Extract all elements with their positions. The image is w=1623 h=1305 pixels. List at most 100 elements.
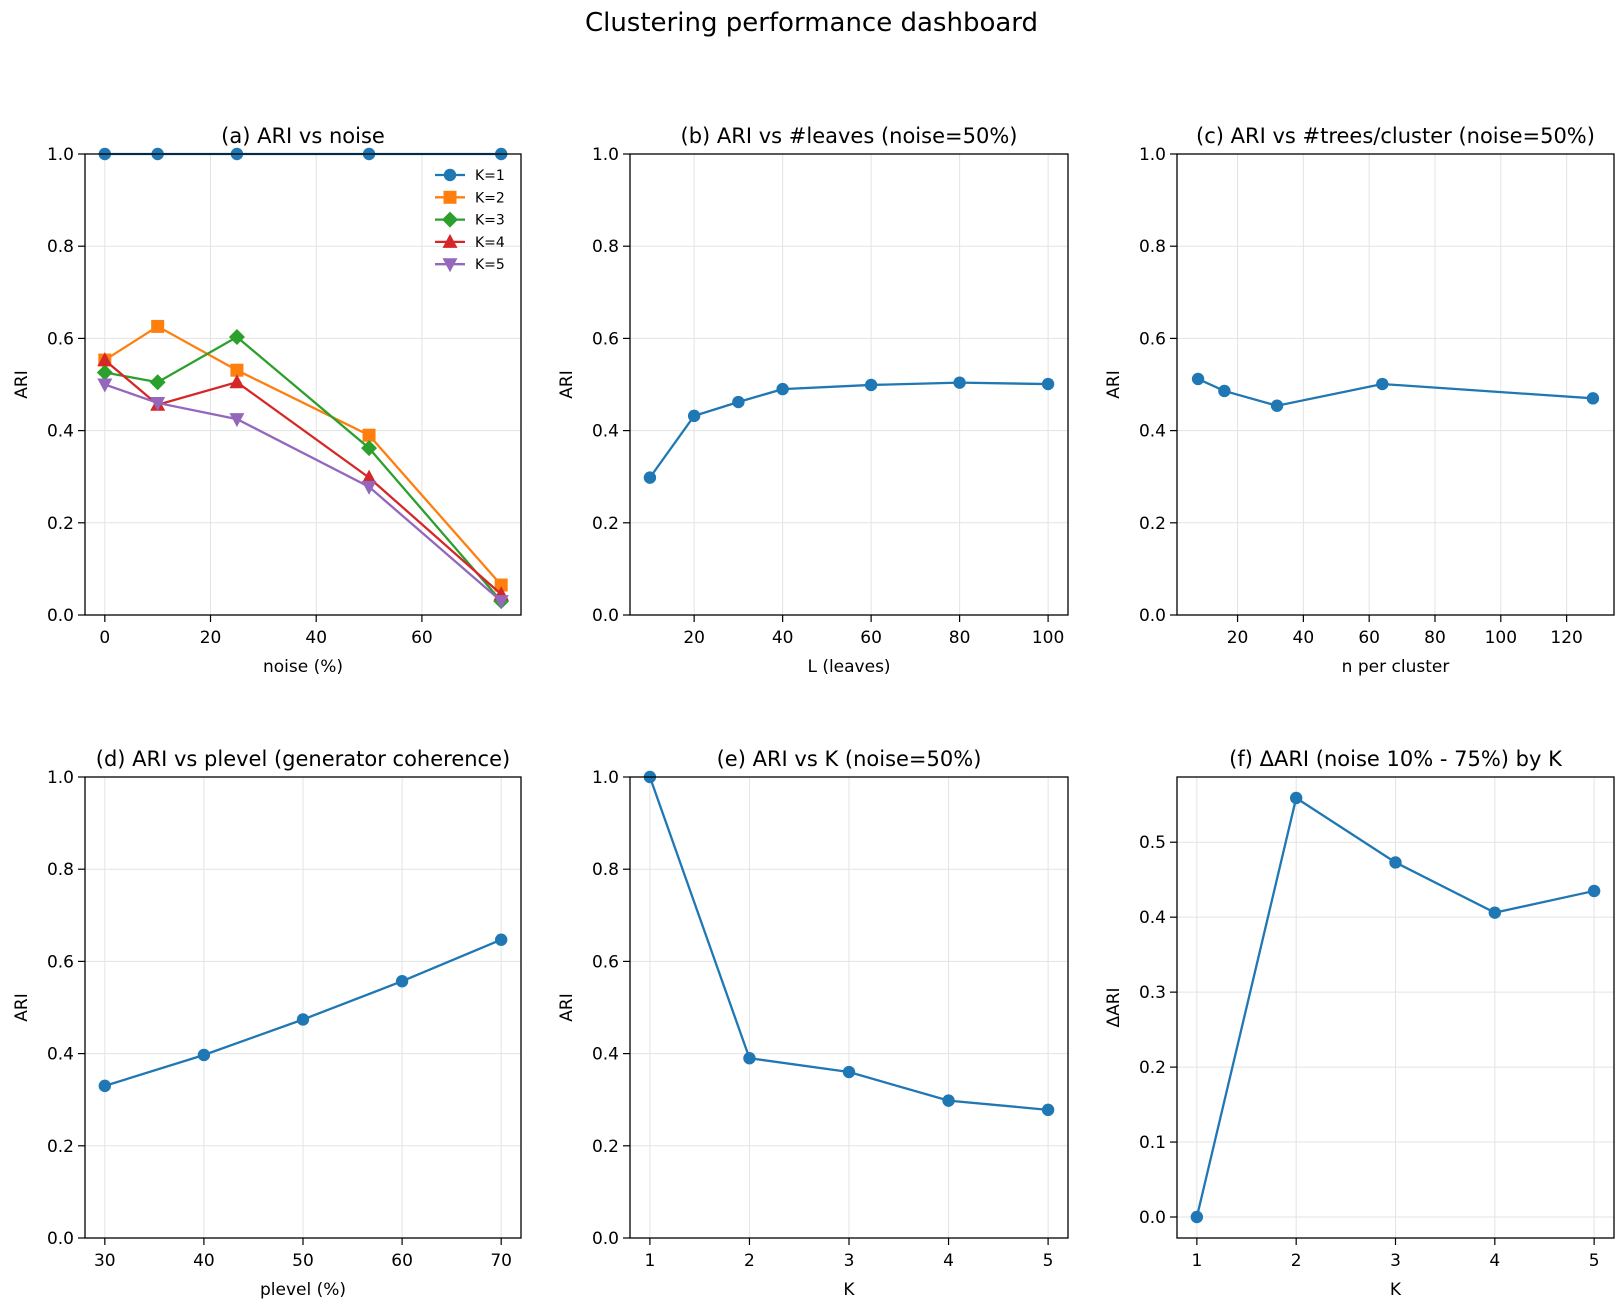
- y-tick-label: 0.2: [1139, 1058, 1166, 1078]
- x-axis-label: noise (%): [263, 657, 343, 677]
- y-tick-label: 1.0: [592, 768, 619, 788]
- data-point: [494, 933, 508, 946]
- series-0: [1191, 372, 1600, 412]
- x-tick-label: 20: [683, 628, 705, 648]
- panel-b: 20 40 60 80 100 0.0 0.2 0.4 0.6 0.8 1.0 L (leaves) A…: [557, 124, 1069, 677]
- data-point: [296, 1013, 310, 1026]
- y-tick-label: 0.0: [47, 606, 74, 626]
- y-tick-label: 1.0: [47, 768, 74, 788]
- y-tick-label: 0.0: [592, 606, 619, 626]
- y-tick-label: 0.1: [1139, 1133, 1166, 1153]
- data-point: [842, 1065, 856, 1079]
- data-point: [1376, 377, 1389, 391]
- y-tick-label: 0.0: [47, 1229, 74, 1249]
- legend-marker: [443, 168, 457, 182]
- y-tick-label: 0.4: [47, 1045, 74, 1065]
- data-point: [1041, 377, 1055, 391]
- y-tick-label: 0.6: [47, 952, 74, 972]
- panel-a: 0 20 40 60 0.0 0.2 0.4 0.6 0.8 1.0 noise (%) ARI (a)…: [12, 124, 522, 677]
- axes-frame: [84, 153, 522, 616]
- axes-frame: [629, 776, 1069, 1239]
- y-axis-label: ΔARI: [1104, 987, 1124, 1027]
- y-tick-label: 0.6: [592, 952, 619, 972]
- y-tick-label: 0.4: [1139, 908, 1166, 928]
- y-axis-label: ARI: [12, 370, 32, 398]
- y-tick-label: 1.0: [592, 145, 619, 165]
- data-point: [494, 578, 508, 592]
- legend-entry: K=4: [435, 233, 505, 251]
- x-tick-label: 60: [1358, 628, 1380, 648]
- data-point: [228, 329, 245, 346]
- x-tick-label: 20: [200, 628, 222, 648]
- y-tick-label: 0.3: [1139, 983, 1166, 1003]
- y-tick-label: 0.2: [47, 1137, 74, 1157]
- data-point: [1190, 1210, 1204, 1224]
- y-tick-label: 0.8: [1139, 237, 1166, 257]
- y-tick-label: 0.6: [1139, 329, 1166, 349]
- y-tick-label: 0.0: [1139, 1208, 1166, 1228]
- y-tick-label: 0.0: [1139, 606, 1166, 626]
- x-tick-label: 60: [860, 628, 882, 648]
- x-tick-label: 80: [949, 628, 971, 648]
- data-point: [149, 374, 166, 391]
- legend-marker: [442, 211, 458, 228]
- y-axis-label: ARI: [1104, 370, 1124, 398]
- data-point: [864, 378, 878, 392]
- x-axis-label: L (leaves): [807, 657, 890, 677]
- data-point: [1289, 791, 1303, 805]
- data-point: [1191, 372, 1205, 386]
- axes-frame: [1176, 153, 1615, 616]
- x-tick-label: 0: [99, 628, 110, 648]
- x-tick-label: 2: [1291, 1251, 1302, 1271]
- data-point: [97, 352, 113, 367]
- data-point: [229, 374, 245, 389]
- x-tick-label: 40: [305, 628, 327, 648]
- data-point: [1218, 384, 1231, 398]
- x-tick-label: 20: [1227, 628, 1249, 648]
- panel-title: (a) ARI vs noise: [221, 124, 385, 148]
- y-tick-label: 0.2: [47, 514, 74, 534]
- series-k3: [96, 329, 510, 610]
- panel-title: (d) ARI vs plevel (generator coherence): [96, 747, 510, 771]
- data-point: [151, 319, 165, 333]
- x-tick-label: 40: [772, 628, 794, 648]
- panel-title: (f) ΔARI (noise 10% - 75%) by K: [1229, 747, 1563, 771]
- legend-label: K=1: [475, 168, 505, 184]
- y-axis-label: ARI: [557, 993, 577, 1021]
- x-axis-label: K: [843, 1280, 855, 1300]
- series-line: [104, 359, 502, 596]
- y-tick-label: 0.0: [592, 1229, 619, 1249]
- data-point: [643, 471, 657, 484]
- series-0: [1190, 791, 1601, 1224]
- y-tick-label: 0.8: [592, 860, 619, 880]
- legend: K=1 K=2 K=3 K=4 K=5: [435, 168, 505, 273]
- series-line: [104, 325, 503, 586]
- y-tick-label: 0.8: [47, 860, 74, 880]
- legend-entry: K=5: [435, 257, 505, 273]
- x-tick-label: 5: [1589, 1251, 1600, 1271]
- legend-marker: [443, 190, 457, 204]
- y-tick-label: 0.2: [1139, 514, 1166, 534]
- data-point: [362, 428, 376, 442]
- y-tick-label: 1.0: [47, 145, 74, 165]
- x-axis-label: n per cluster: [1342, 657, 1450, 677]
- legend-label: K=5: [475, 257, 505, 273]
- y-tick-label: 0.8: [47, 237, 74, 257]
- figure-title: Clustering performance dashboard: [584, 8, 1039, 38]
- data-point: [687, 409, 701, 423]
- series-line: [104, 335, 503, 602]
- panel-e: 1 2 3 4 5 0.0 0.2 0.4 0.6 0.8 1.0 K ARI (e) ARI vs K …: [557, 747, 1069, 1300]
- data-point: [230, 363, 244, 377]
- data-point: [942, 1094, 955, 1107]
- legend-marker: [442, 258, 458, 273]
- data-point: [395, 975, 409, 988]
- y-tick-label: 0.2: [592, 1137, 619, 1157]
- panel-c: 20 40 60 80 100 120 0.0 0.2 0.4 0.6 0.8 1.0 n per cl…: [1104, 124, 1615, 677]
- data-point: [150, 396, 166, 411]
- series-line: [104, 383, 502, 603]
- y-tick-label: 0.4: [592, 422, 619, 442]
- data-point: [1488, 906, 1502, 919]
- data-point: [361, 469, 377, 484]
- x-tick-label: 100: [1485, 628, 1517, 648]
